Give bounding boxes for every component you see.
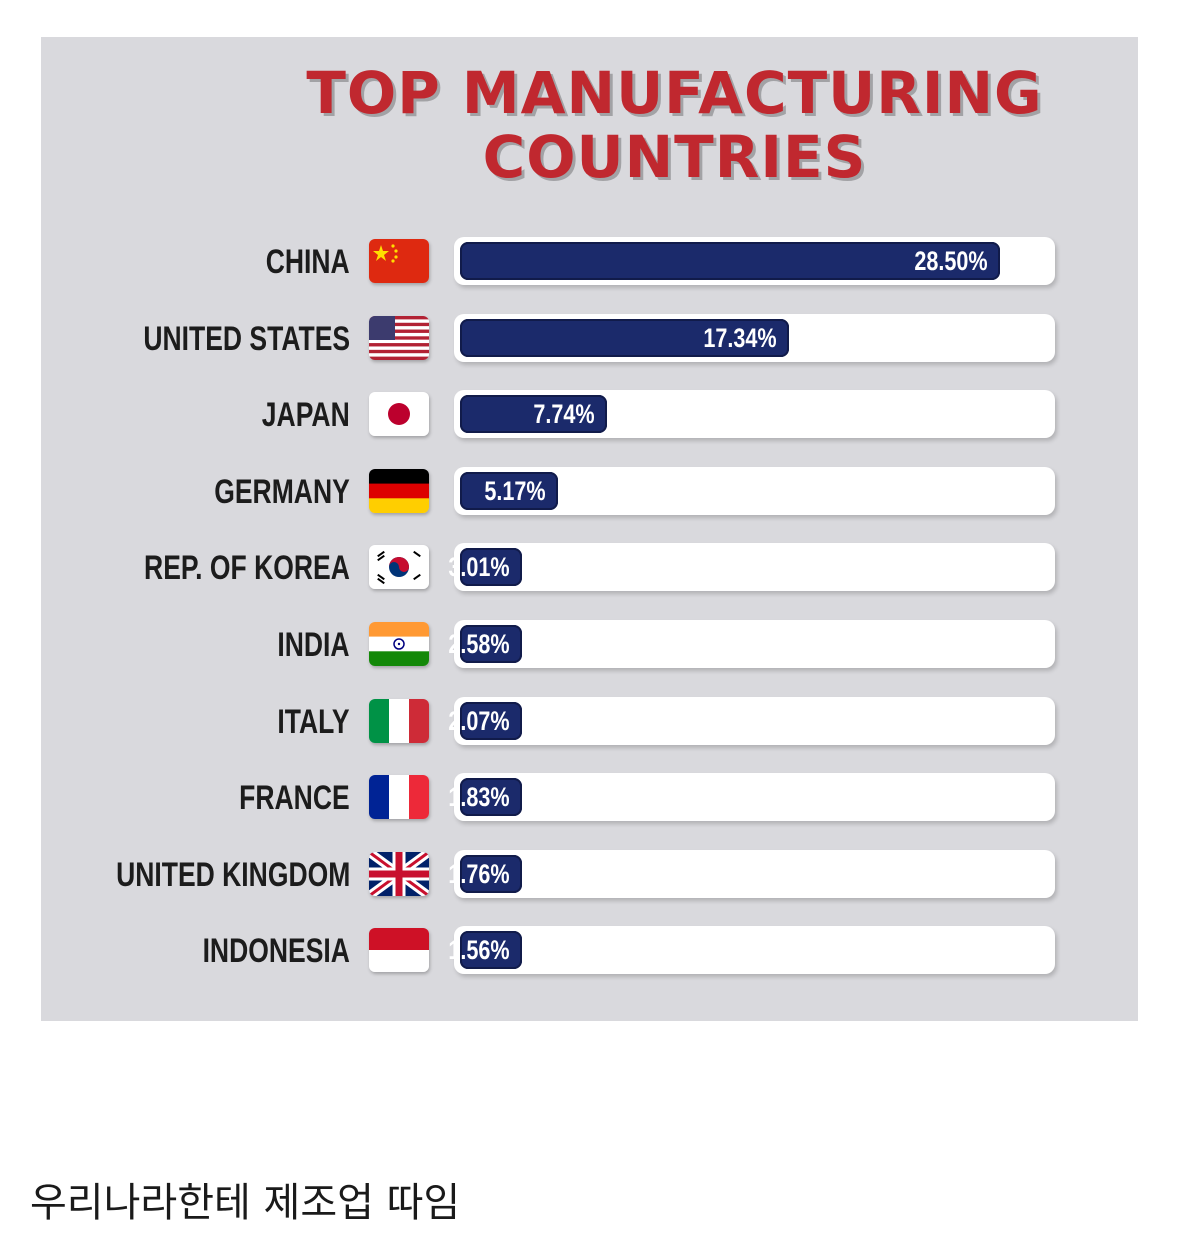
bar: 7.74% xyxy=(460,395,607,434)
data-label: 17.34% xyxy=(703,322,777,353)
bar: 2.58% xyxy=(449,625,522,663)
usa-flag-icon xyxy=(369,315,429,360)
bar-track: 2.58% xyxy=(449,620,1055,668)
bar: 1.56% xyxy=(449,931,522,970)
country-label: UNITED KINGDOM xyxy=(115,855,350,894)
data-label: 2.58% xyxy=(448,629,510,659)
bar-row: CHINA 28.50% xyxy=(41,234,1138,290)
data-label: 1.76% xyxy=(448,858,510,889)
bar: 1.83% xyxy=(449,778,522,817)
germany-flag-icon xyxy=(369,468,429,513)
country-label: CHINA xyxy=(266,243,350,281)
bar-row: ITALY 2.07% xyxy=(41,694,1138,750)
japan-flag-icon xyxy=(369,392,429,437)
bar: 5.17% xyxy=(460,471,558,510)
france-flag-icon xyxy=(369,775,429,820)
bar-track: 2.07% xyxy=(449,696,1055,745)
bar: 1.76% xyxy=(449,854,522,893)
bar-track: 28.50% xyxy=(454,237,1055,285)
data-label: 5.17% xyxy=(484,475,546,506)
india-flag-icon xyxy=(369,622,429,666)
country-label: REP. OF KOREA xyxy=(144,549,350,588)
bar: 28.50% xyxy=(460,242,1000,280)
bar-track: 3.01% xyxy=(449,543,1055,592)
korea-flag-icon xyxy=(369,545,429,590)
chart-title: TOP MANUFACTURING COUNTRIES xyxy=(41,61,1138,189)
bar-track: 5.17% xyxy=(454,466,1055,515)
post-caption: 우리나라한테 제조업 따임 xyxy=(30,1180,461,1226)
bar: 2.07% xyxy=(449,701,522,740)
data-label: 7.74% xyxy=(533,399,595,430)
bar-row: FRANCE 1.83% xyxy=(41,770,1138,826)
chart-panel: TOP MANUFACTURING COUNTRIES CHINA 28.50% U… xyxy=(41,37,1138,1021)
bar: 17.34% xyxy=(460,318,789,357)
uk-flag-icon xyxy=(369,851,429,896)
bar-track: 17.34% xyxy=(454,313,1055,362)
italy-flag-icon xyxy=(369,698,429,743)
data-label: 3.01% xyxy=(448,552,510,583)
bar-row: INDIA 2.58% xyxy=(41,617,1138,673)
bar-row: REP. OF KOREA 3.01% xyxy=(41,540,1138,596)
country-label: JAPAN xyxy=(262,396,350,435)
country-label: UNITED STATES xyxy=(143,319,350,358)
bar-row: UNITED KINGDOM 1.76% xyxy=(41,847,1138,903)
data-label: 1.83% xyxy=(448,782,510,813)
country-label: INDONESIA xyxy=(202,932,350,971)
bar-track: 1.56% xyxy=(449,926,1055,975)
data-label: 28.50% xyxy=(914,246,988,276)
country-label: FRANCE xyxy=(239,779,350,818)
bar-row: GERMANY 5.17% xyxy=(41,464,1138,520)
chart-title-line-1: TOP MANUFACTURING xyxy=(306,59,1043,127)
country-label: GERMANY xyxy=(214,472,350,511)
country-label: ITALY xyxy=(277,702,350,741)
bar-track: 1.83% xyxy=(449,773,1055,822)
bar-track: 7.74% xyxy=(454,390,1055,439)
indonesia-flag-icon xyxy=(369,928,429,973)
chart-title-line-2: COUNTRIES xyxy=(482,123,867,191)
bar: 3.01% xyxy=(449,548,522,587)
data-label: 1.56% xyxy=(448,935,510,966)
bar-row: JAPAN 7.74% xyxy=(41,387,1138,443)
country-label: INDIA xyxy=(277,626,350,664)
bar-row: INDONESIA 1.56% xyxy=(41,923,1138,979)
bar-row: UNITED STATES 17.34% xyxy=(41,311,1138,367)
china-flag-icon xyxy=(369,239,429,283)
data-label: 2.07% xyxy=(448,705,510,736)
bar-track: 1.76% xyxy=(449,849,1055,898)
